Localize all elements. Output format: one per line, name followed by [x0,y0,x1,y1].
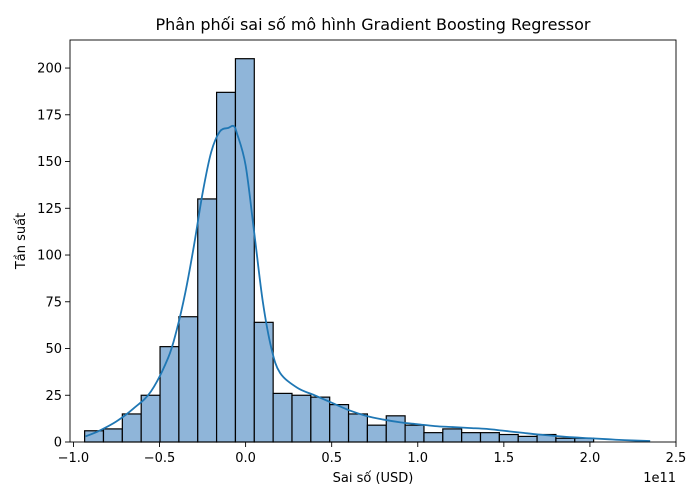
histogram-bar [159,346,180,443]
histogram-bar [366,424,387,443]
x-tick-label: 0.0 [235,451,256,466]
axes-frame [69,39,677,443]
histogram-bar [404,424,425,443]
chart-title: Phân phối sai số mô hình Gradient Boosti… [156,15,591,34]
x-offset-label: 1e11 [643,471,676,486]
y-tick-label: 175 [37,108,62,123]
y-tick-label: 75 [45,295,62,310]
histogram-bar [479,432,500,443]
histogram-bar [272,392,293,443]
y-tick-label: 0 [54,436,62,451]
histogram-bar [423,432,444,443]
y-tick-label: 50 [45,342,62,357]
x-axis-ticks: −1.0 −0.5 0.0 0.5 1.0 1.5 2.0 2.5 [58,442,687,466]
x-tick-label: −0.5 [144,451,176,466]
y-tick-label: 100 [37,249,62,264]
x-axis-label: Sai số (USD) [333,471,414,486]
y-axis-ticks: 0 25 50 75 100 125 150 175 200 [37,62,70,451]
histogram-bar [442,428,463,443]
histogram-bar [140,394,161,443]
y-tick-label: 200 [37,62,62,77]
histogram-bar [310,396,331,443]
x-tick-label: 2.0 [580,451,601,466]
histogram-bar [291,394,312,443]
kde-curve [85,124,651,442]
x-tick-label: 2.5 [666,451,687,466]
histogram-bar [102,428,123,443]
histogram-bar [347,413,368,443]
histogram-bar [461,432,482,443]
x-tick-label: 1.5 [493,451,514,466]
histogram-bar [215,91,237,443]
histogram-bar [517,435,538,443]
histogram-bar [178,316,199,443]
y-tick-label: 25 [45,389,62,404]
y-tick-label: 125 [37,202,62,217]
histogram-bar [234,58,255,443]
histogram-bar [498,433,519,443]
x-tick-label: −1.0 [58,451,90,466]
histogram-bars [84,58,595,443]
histogram-bar [329,404,350,443]
x-tick-label: 0.5 [321,451,342,466]
histogram-bar [197,198,218,443]
histogram-bar [555,437,576,443]
histogram-bar [121,413,142,443]
y-tick-label: 150 [37,155,62,170]
y-axis-label: Tần suất [14,213,29,270]
x-tick-label: 1.0 [407,451,428,466]
